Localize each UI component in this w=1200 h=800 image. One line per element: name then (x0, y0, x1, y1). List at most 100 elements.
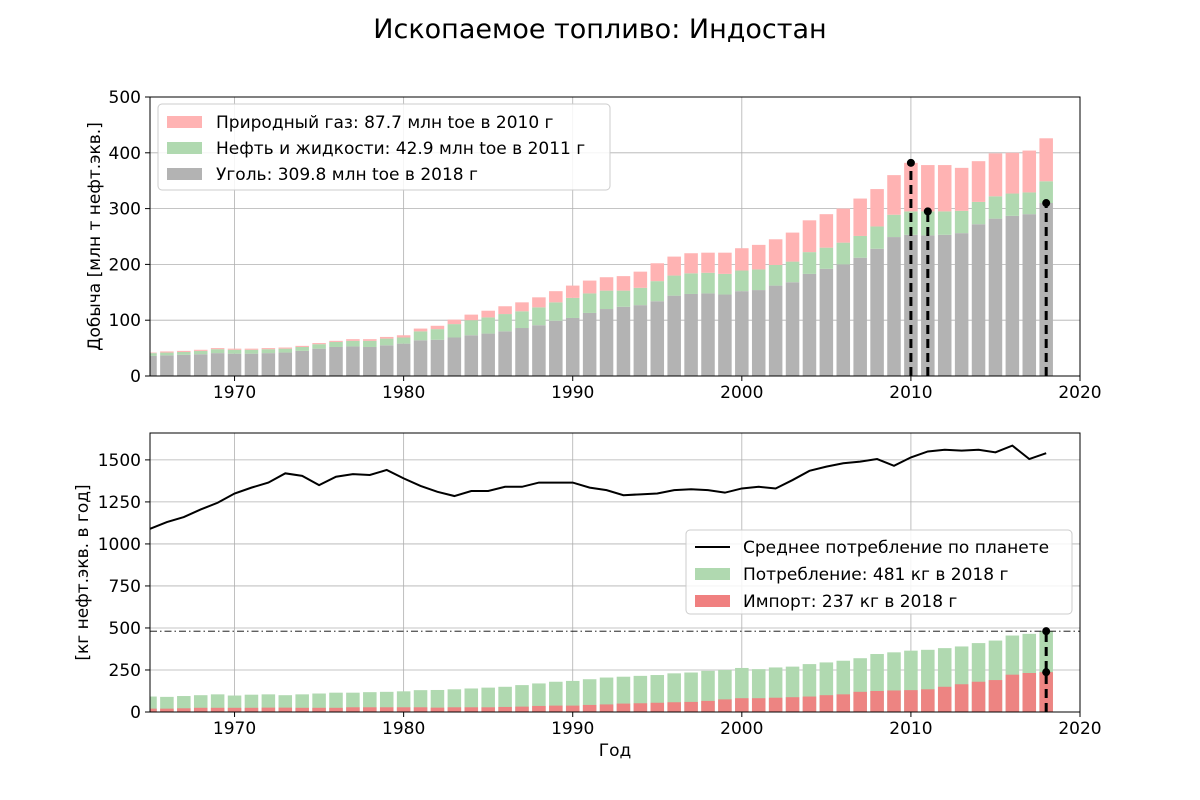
gas-bar (768, 239, 783, 265)
consumption-bar (498, 686, 512, 712)
coal-bar (870, 248, 884, 376)
oil-bar (244, 349, 259, 354)
gas-bar (667, 256, 681, 276)
oil-bar (278, 348, 293, 353)
coal-bar (379, 345, 394, 376)
import-bar (464, 707, 479, 712)
consumption-bar (295, 694, 309, 712)
consumption-bar (150, 696, 157, 712)
consumption-bar (481, 687, 495, 712)
gas-bar (193, 349, 208, 351)
oil-bar (1022, 192, 1037, 215)
y-tick-label: 0 (130, 367, 141, 387)
consumption-bar (413, 690, 428, 712)
legend-swatch (167, 168, 202, 180)
gas-bar (988, 153, 1003, 197)
oil-bar (1039, 181, 1053, 204)
oil-bar (312, 344, 326, 349)
consumption-bar (177, 696, 191, 712)
oil-bar (870, 226, 884, 249)
coal-bar (447, 337, 462, 376)
oil-bar (921, 211, 935, 236)
oil-bar (819, 247, 834, 269)
coal-bar (582, 312, 597, 376)
import-bar (329, 707, 343, 712)
oil-bar (227, 349, 242, 354)
coal-bar (937, 234, 952, 376)
coal-bar (1005, 215, 1020, 376)
import-bar (768, 697, 783, 712)
gas-bar (921, 165, 935, 212)
gas-bar (971, 161, 986, 202)
coal-bar (150, 355, 157, 376)
oil-bar (582, 293, 597, 313)
gas-bar (802, 220, 817, 253)
axes-frame (149, 432, 1081, 713)
x-tick-label: 1980 (382, 719, 425, 739)
oil-bar (193, 350, 208, 355)
oil-bar (329, 341, 343, 347)
annotation-marker (1042, 668, 1051, 677)
oil-bar (701, 272, 715, 294)
coal-bar (667, 295, 681, 376)
consumption-bar (549, 681, 563, 712)
y-tick-label: 0 (130, 703, 141, 723)
import-bar (261, 707, 276, 712)
import-bar (227, 707, 242, 712)
oil-bar (261, 349, 276, 354)
gas-bar (870, 189, 884, 227)
coal-bar (413, 340, 428, 376)
consumption-bar (329, 692, 343, 712)
oil-bar (633, 287, 648, 306)
annotation-marker (1042, 199, 1051, 208)
oil-bar (971, 201, 986, 225)
consumption-bar (261, 694, 276, 712)
coal-bar (193, 354, 208, 376)
import-bar (498, 706, 512, 712)
legend: Среднее потребление по планете Потреблени… (685, 529, 1073, 615)
legend-swatch (167, 116, 202, 128)
gas-bar (853, 198, 867, 236)
import-bar (971, 681, 986, 712)
gas-bar (616, 276, 631, 291)
coal-bar (160, 355, 174, 376)
import-bar (312, 707, 326, 712)
gas-bar (937, 165, 952, 212)
coal-bar (261, 353, 276, 376)
axes-frame (149, 96, 1081, 377)
gas-bar (464, 314, 479, 321)
import-bar (904, 690, 918, 712)
legend-box (685, 529, 1073, 615)
coal-bar (684, 293, 698, 376)
import-bar (346, 707, 360, 712)
x-tick-label: 1980 (382, 383, 425, 403)
y-tick-label: 200 (109, 255, 141, 275)
consumption-bar (210, 694, 225, 712)
gas-bar (836, 208, 851, 243)
import-bar (954, 684, 969, 712)
gas-bar (599, 277, 614, 291)
coal-bar (498, 331, 512, 376)
legend-label: Нефть и жидкости: 42.9 млн toe в 2011 г (216, 139, 585, 159)
consumption-bar (363, 692, 377, 712)
oil-bar (1005, 193, 1020, 216)
gas-bar (227, 348, 242, 350)
oil-bar (177, 352, 191, 355)
y-tick-label: 1000 (98, 535, 141, 555)
oil-bar (937, 211, 952, 235)
y-tick-label: 1500 (98, 451, 141, 471)
consumption-bar (447, 689, 462, 712)
import-bar (1022, 673, 1037, 712)
import-bar (532, 705, 546, 712)
import-bar (616, 703, 631, 712)
import-bar (210, 707, 225, 712)
consumption-bar (616, 676, 631, 712)
gas-bar (887, 175, 901, 215)
x-axis-label: Год (599, 741, 632, 761)
coal-bar (177, 354, 191, 376)
oil-bar (768, 264, 783, 286)
gas-bar (210, 348, 225, 350)
import-bar (836, 694, 851, 712)
y-tick-label: 300 (109, 200, 141, 220)
